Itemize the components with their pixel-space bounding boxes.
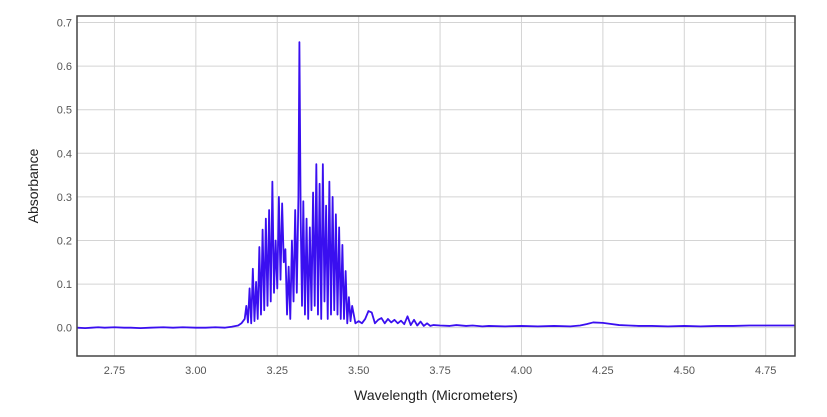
x-tick-label: 3.25	[267, 365, 288, 377]
x-tick-label: 4.75	[755, 365, 776, 377]
x-axis-ticks: 2.75 3.00 3.25 3.50 3.75 4.00 4.25 4.50 4.75	[104, 365, 777, 377]
y-tick-label: 0.4	[57, 148, 72, 160]
x-tick-label: 4.50	[674, 365, 695, 377]
absorbance-series-line	[76, 41, 795, 329]
y-tick-label: 0.7	[57, 18, 72, 30]
plot-frame	[76, 15, 796, 357]
y-tick-label: 0.5	[57, 105, 72, 117]
x-tick-label: 2.75	[104, 365, 125, 377]
y-tick-label: 0.0	[57, 323, 72, 335]
x-tick-label: 4.25	[592, 365, 613, 377]
y-tick-label: 0.6	[57, 61, 72, 73]
gridlines	[77, 16, 795, 356]
x-tick-label: 3.75	[429, 365, 450, 377]
y-tick-label: 0.1	[57, 279, 72, 291]
x-tick-label: 3.00	[185, 365, 206, 377]
x-tick-label: 4.00	[511, 365, 532, 377]
y-axis-ticks: 0.0 0.1 0.2 0.3 0.4 0.5 0.6 0.7	[57, 18, 72, 335]
y-tick-label: 0.3	[57, 192, 72, 204]
y-axis-title: Absorbance	[25, 148, 41, 223]
series-layer	[76, 41, 795, 329]
x-axis-title: Wavelength (Micrometers)	[354, 387, 518, 403]
y-tick-label: 0.2	[57, 235, 72, 247]
x-tick-label: 3.50	[348, 365, 369, 377]
